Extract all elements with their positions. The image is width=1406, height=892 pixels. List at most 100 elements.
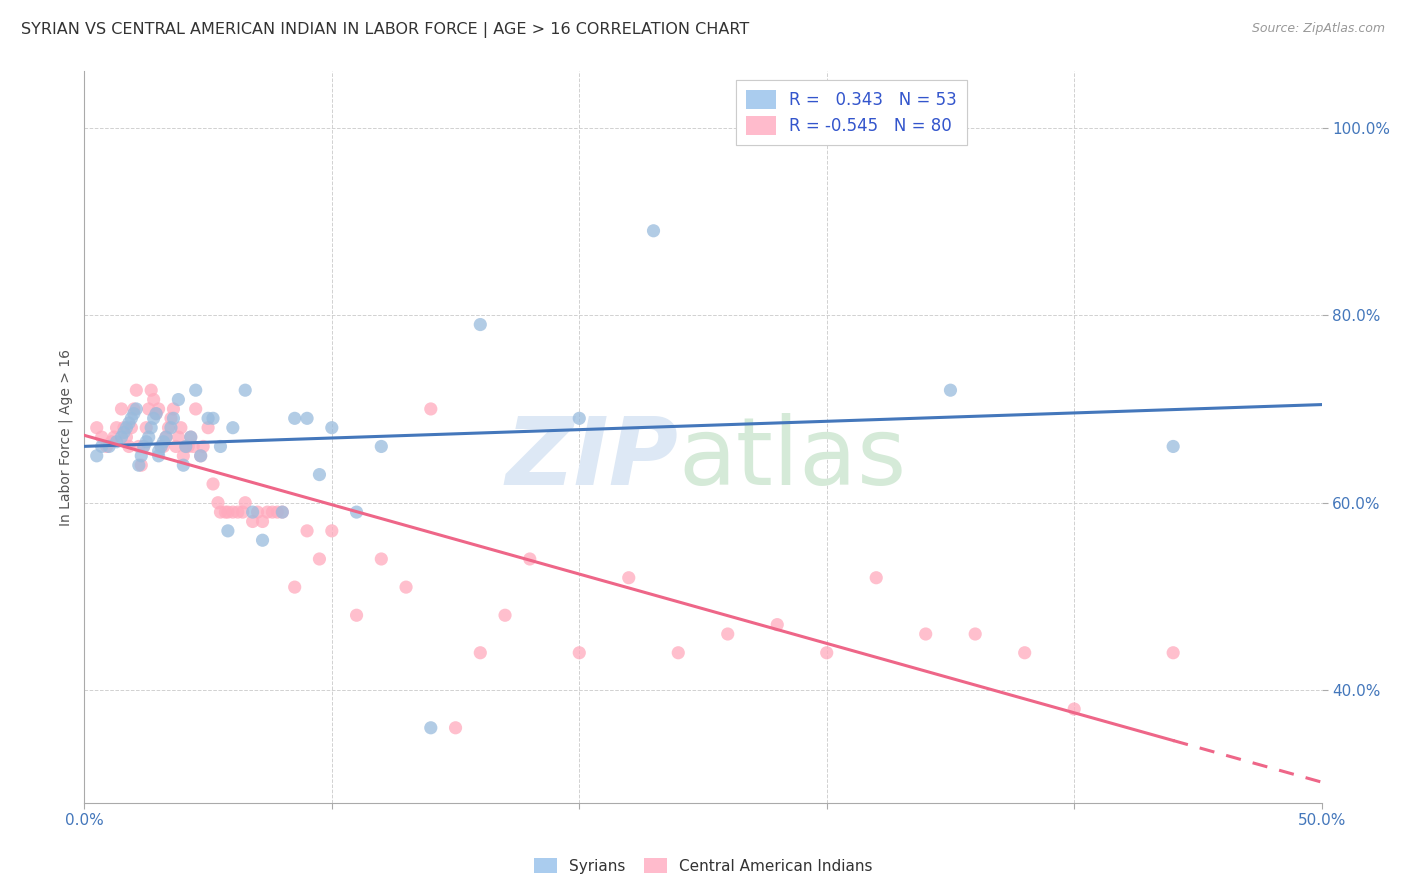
Point [150,440,173,454]
Point [128,440,150,454]
Point [174,440,197,454]
Text: atlas: atlas [678,413,907,505]
Point [321,420,343,434]
Point [148,444,170,458]
Point [252,515,274,529]
Point [152,440,174,454]
Point [197,411,219,425]
Point [568,646,591,660]
Y-axis label: In Labor Force | Age > 16: In Labor Force | Age > 16 [59,349,73,525]
Point [162,411,184,425]
Point [122,407,145,421]
Point [232,505,254,519]
Point [132,440,155,454]
Point [444,721,467,735]
Point [308,467,330,482]
Point [103,430,125,444]
Point [1161,440,1184,454]
Point [346,505,368,519]
Point [128,458,150,473]
Point [233,496,256,510]
Point [284,580,307,594]
Point [165,440,187,454]
Point [207,496,229,510]
Point [568,411,591,425]
Point [233,383,256,397]
Point [217,524,239,538]
Point [242,515,264,529]
Point [191,440,214,454]
Point [643,224,665,238]
Point [132,440,155,454]
Point [155,430,177,444]
Point [256,505,278,519]
Point [965,627,987,641]
Point [160,411,183,425]
Point [135,434,157,449]
Point [1161,646,1184,660]
Point [170,420,193,434]
Point [914,627,936,641]
Point [370,440,392,454]
Point [96,440,118,454]
Point [214,505,236,519]
Point [1063,702,1085,716]
Point [135,420,157,434]
Point [308,552,330,566]
Point [150,440,173,454]
Point [222,505,245,519]
Point [202,477,225,491]
Point [141,420,163,434]
Point [246,505,269,519]
Point [90,440,112,454]
Point [184,383,207,397]
Point [419,401,441,416]
Point [86,420,108,434]
Point [125,383,148,397]
Point [226,505,249,519]
Point [395,580,418,594]
Point [120,411,142,425]
Point [129,458,152,473]
Point [142,392,165,407]
Point [295,411,318,425]
Point [242,505,264,519]
Point [180,430,202,444]
Point [129,449,152,463]
Point [284,411,307,425]
Point [152,434,174,449]
Point [470,318,492,332]
Point [125,401,148,416]
Point [197,420,219,434]
Point [115,420,138,434]
Point [766,617,789,632]
Text: SYRIAN VS CENTRAL AMERICAN INDIAN IN LABOR FORCE | AGE > 16 CORRELATION CHART: SYRIAN VS CENTRAL AMERICAN INDIAN IN LAB… [21,22,749,38]
Point [222,420,245,434]
Point [142,411,165,425]
Point [271,505,294,519]
Point [157,420,180,434]
Point [148,401,170,416]
Point [155,430,177,444]
Point [202,411,225,425]
Point [167,392,190,407]
Point [295,524,318,538]
Point [172,449,194,463]
Point [181,440,204,454]
Point [105,434,128,449]
Point [138,430,160,444]
Point [112,425,135,440]
Text: Source: ZipAtlas.com: Source: ZipAtlas.com [1251,22,1385,36]
Point [177,440,200,454]
Point [419,721,441,735]
Legend: R =   0.343   N = 53, R = -0.545   N = 80: R = 0.343 N = 53, R = -0.545 N = 80 [735,79,967,145]
Point [145,407,167,421]
Point [115,430,138,444]
Point [494,608,516,623]
Point [190,449,212,463]
Point [172,458,194,473]
Point [145,407,167,421]
Point [266,505,288,519]
Point [519,552,541,566]
Point [118,440,141,454]
